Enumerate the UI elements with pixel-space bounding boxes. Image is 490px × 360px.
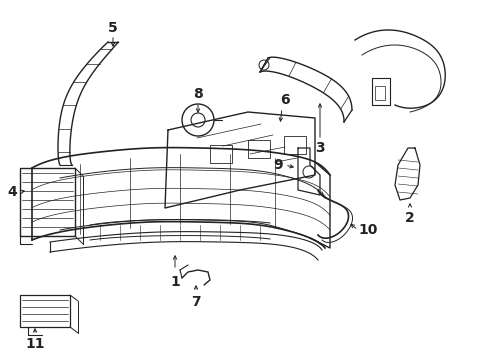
- Text: 11: 11: [25, 337, 45, 351]
- Text: 1: 1: [170, 275, 180, 289]
- Bar: [20, 295, 70, 327]
- Text: 7: 7: [191, 295, 201, 309]
- Bar: [20, 168, 75, 236]
- Text: 10: 10: [358, 223, 378, 237]
- Bar: [284, 136, 306, 154]
- Text: 5: 5: [108, 21, 118, 35]
- Bar: [248, 140, 270, 158]
- Text: 2: 2: [405, 211, 415, 225]
- Bar: [375, 86, 385, 100]
- Text: 6: 6: [280, 93, 290, 107]
- Text: 3: 3: [315, 141, 325, 155]
- Bar: [210, 145, 232, 163]
- Text: 9: 9: [273, 158, 283, 172]
- Text: 8: 8: [193, 87, 203, 101]
- Text: 4: 4: [7, 185, 17, 199]
